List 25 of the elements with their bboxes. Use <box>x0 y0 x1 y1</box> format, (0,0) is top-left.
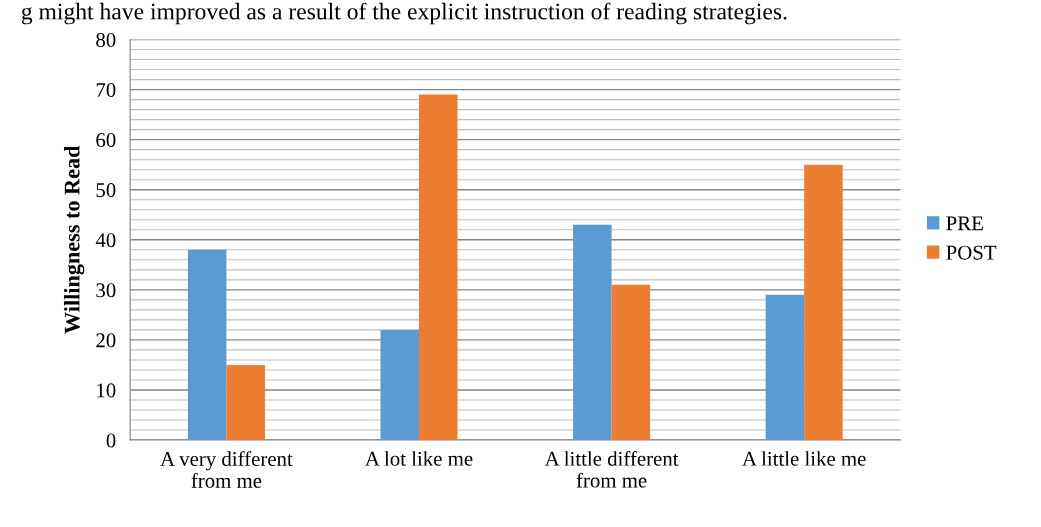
y-tick-label: 70 <box>96 82 116 98</box>
y-tick-label: 60 <box>96 133 116 148</box>
bar <box>611 284 651 441</box>
y-tick-label: 50 <box>96 183 116 198</box>
y-tick-label: 30 <box>96 283 116 298</box>
legend-label: POST <box>946 245 997 260</box>
y-tick-label: 40 <box>95 233 116 248</box>
y-tick-label: 0 <box>106 433 116 448</box>
bar <box>187 249 227 441</box>
x-tick-label: A little like me <box>742 451 866 466</box>
y-tick-label: 20 <box>96 333 116 348</box>
bar <box>419 94 458 441</box>
text: g might have improved as a result of the explicit instruction of reading strategies. <box>21 2 787 25</box>
x-tick-label: A lot like me <box>365 451 473 466</box>
bar <box>226 364 265 441</box>
bar <box>380 329 419 441</box>
legend-label: PRE <box>946 216 983 231</box>
bar <box>804 164 843 441</box>
y-tick-label: 80 <box>96 32 116 47</box>
y-tick-label: 10 <box>97 383 116 398</box>
y-axis-title: Willingness to Read <box>63 145 85 334</box>
x-tick-label: A little different from me <box>544 450 679 488</box>
x-tick-label: A very different from me <box>160 451 293 488</box>
bar <box>765 294 805 441</box>
bar <box>573 224 612 441</box>
